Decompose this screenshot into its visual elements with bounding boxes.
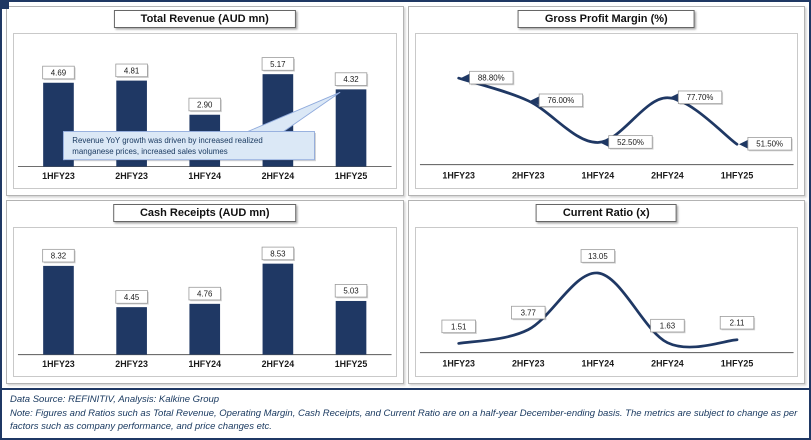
- svg-text:1HFY23: 1HFY23: [42, 359, 75, 369]
- svg-text:2.90: 2.90: [197, 100, 213, 109]
- gross-profit-margin-chart: 1HFY23 2HFY23 1HFY24 2HFY24 1HFY25 88.80% 76.0…: [419, 70, 794, 180]
- svg-text:8.32: 8.32: [51, 252, 66, 261]
- panel-total-revenue: Total Revenue (AUD mn) 1HFY23 2HFY23 1HFY2…: [6, 6, 404, 196]
- svg-text:2HFY24: 2HFY24: [262, 171, 295, 181]
- svg-text:2HFY23: 2HFY23: [115, 359, 148, 369]
- svg-text:manganese prices, increased sa: manganese prices, increased sales volume…: [72, 147, 227, 156]
- svg-text:4.69: 4.69: [51, 68, 66, 77]
- svg-text:51.50%: 51.50%: [756, 140, 783, 149]
- chart-title-current-ratio: Current Ratio (x): [535, 204, 677, 222]
- plot-gross-profit-margin: 1HFY23 2HFY23 1HFY24 2HFY24 1HFY25 88.80% 76.0…: [414, 33, 798, 189]
- footer: Data Source: REFINITIV, Analysis: Kalkin…: [2, 388, 809, 438]
- svg-text:1HFY25: 1HFY25: [720, 170, 753, 180]
- svg-text:88.80%: 88.80%: [477, 74, 504, 83]
- svg-text:13.05: 13.05: [587, 252, 607, 261]
- plot-current-ratio: 1HFY23 2HFY23 1HFY24 2HFY24 1HFY25 1.51 3.77 13…: [414, 227, 798, 377]
- chart-title-cash-receipts: Cash Receipts (AUD mn): [112, 204, 297, 222]
- svg-text:2.11: 2.11: [729, 319, 744, 328]
- svg-text:5.03: 5.03: [343, 287, 359, 296]
- svg-text:2HFY23: 2HFY23: [511, 358, 544, 368]
- svg-text:Revenue YoY growth was driven: Revenue YoY growth was driven by increas…: [72, 136, 262, 145]
- svg-text:2HFY23: 2HFY23: [511, 170, 544, 180]
- corner-mark: [2, 2, 9, 9]
- svg-text:1HFY25: 1HFY25: [335, 171, 368, 181]
- svg-text:4.45: 4.45: [124, 293, 140, 302]
- svg-text:77.70%: 77.70%: [686, 93, 713, 102]
- svg-text:1HFY24: 1HFY24: [188, 359, 221, 369]
- plot-total-revenue: 1HFY23 2HFY23 1HFY24 2HFY24 1HFY25 4.69 4.81 2.…: [13, 33, 397, 189]
- plot-cash-receipts: 1HFY23 2HFY23 1HFY24 2HFY24 1HFY25 8.32 4.45 4.…: [13, 227, 397, 377]
- svg-text:1HFY24: 1HFY24: [581, 170, 614, 180]
- svg-text:2HFY23: 2HFY23: [115, 171, 148, 181]
- svg-text:2HFY24: 2HFY24: [262, 359, 295, 369]
- svg-text:52.50%: 52.50%: [617, 138, 644, 147]
- svg-text:1.63: 1.63: [659, 322, 675, 331]
- svg-text:1HFY24: 1HFY24: [581, 358, 614, 368]
- svg-text:2HFY24: 2HFY24: [651, 358, 684, 368]
- svg-text:1HFY25: 1HFY25: [335, 359, 368, 369]
- panel-cash-receipts: Cash Receipts (AUD mn) 1HFY23 2HFY23 1HFY2…: [6, 200, 404, 384]
- svg-text:1HFY23: 1HFY23: [442, 170, 475, 180]
- svg-text:4.76: 4.76: [197, 290, 213, 299]
- current-ratio-chart: 1HFY23 2HFY23 1HFY24 2HFY24 1HFY25 1.51 3.77 13…: [419, 249, 794, 368]
- svg-text:4.32: 4.32: [343, 75, 358, 84]
- total-revenue-chart: 1HFY23 2HFY23 1HFY24 2HFY24 1HFY25 4.69 4.81 2.…: [17, 57, 392, 181]
- chart-title-total-revenue: Total Revenue (AUD mn): [113, 10, 296, 28]
- cash-receipts-chart: 1HFY23 2HFY23 1HFY24 2HFY24 1HFY25 8.32 4.45 4.…: [17, 246, 392, 369]
- charts-grid: Total Revenue (AUD mn) 1HFY23 2HFY23 1HFY2…: [2, 2, 809, 388]
- panel-current-ratio: Current Ratio (x) 1HFY23 2HFY23 1HFY24 2HFY…: [407, 200, 805, 384]
- svg-text:1.51: 1.51: [451, 322, 466, 331]
- svg-text:3.77: 3.77: [520, 309, 535, 318]
- footer-note-text: Note: Figures and Ratios such as Total R…: [10, 407, 798, 432]
- svg-text:5.17: 5.17: [270, 60, 285, 69]
- data-source-text: Data Source: REFINITIV, Analysis: Kalkin…: [10, 394, 220, 405]
- svg-text:4.81: 4.81: [124, 66, 139, 75]
- svg-text:1HFY24: 1HFY24: [188, 171, 221, 181]
- svg-text:2HFY24: 2HFY24: [651, 170, 684, 180]
- svg-text:1HFY23: 1HFY23: [442, 358, 475, 368]
- svg-text:8.53: 8.53: [270, 249, 286, 258]
- svg-text:1HFY25: 1HFY25: [720, 358, 753, 368]
- svg-text:76.00%: 76.00%: [547, 96, 574, 105]
- chart-title-gross-profit-margin: Gross Profit Margin (%): [517, 10, 695, 28]
- panel-gross-profit-margin: Gross Profit Margin (%) 1HFY23 2HFY23 1HFY…: [407, 6, 805, 196]
- svg-text:1HFY23: 1HFY23: [42, 171, 75, 181]
